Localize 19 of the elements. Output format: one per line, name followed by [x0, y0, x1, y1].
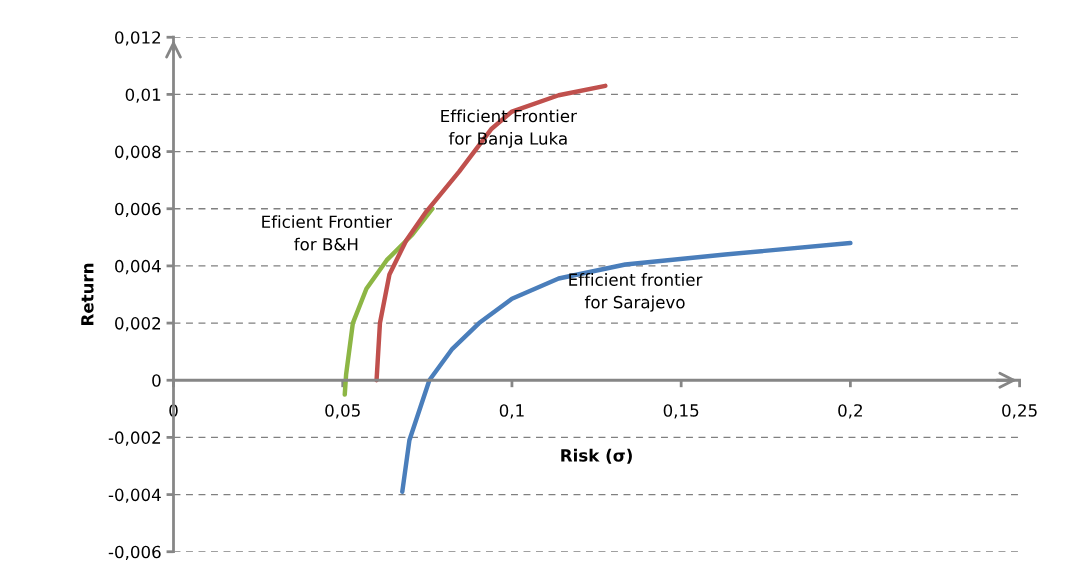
x-tick-label: 0,15 [663, 404, 699, 419]
y-axis-title: Return [81, 263, 94, 325]
y-tick-label: 0,012 [115, 31, 161, 46]
x-axis-title: Risk (σ) [561, 448, 632, 464]
y-tick-label: 0 [152, 374, 161, 387]
y-tick-label: 0,002 [115, 317, 161, 332]
y-tick-label: 0,004 [115, 259, 161, 275]
x-tick-label: 0,1 [499, 404, 524, 419]
x-tick-label: 0,2 [838, 404, 862, 419]
x-tick-label: 0,25 [1002, 404, 1037, 419]
series-label: Eficient Frontier for B&H [262, 215, 393, 251]
y-tick-label: -0,006 [108, 545, 161, 561]
y-tick-label: 0,008 [115, 145, 161, 160]
x-tick-label: 0,05 [325, 404, 360, 419]
series-label: Efficient frontier for Sarajevo [569, 273, 703, 312]
y-tick-label: 0,01 [125, 88, 161, 103]
y-tick-label: 0,006 [115, 202, 161, 218]
y-tick-label: -0,002 [108, 431, 161, 446]
y-tick-label: -0,004 [108, 488, 161, 503]
